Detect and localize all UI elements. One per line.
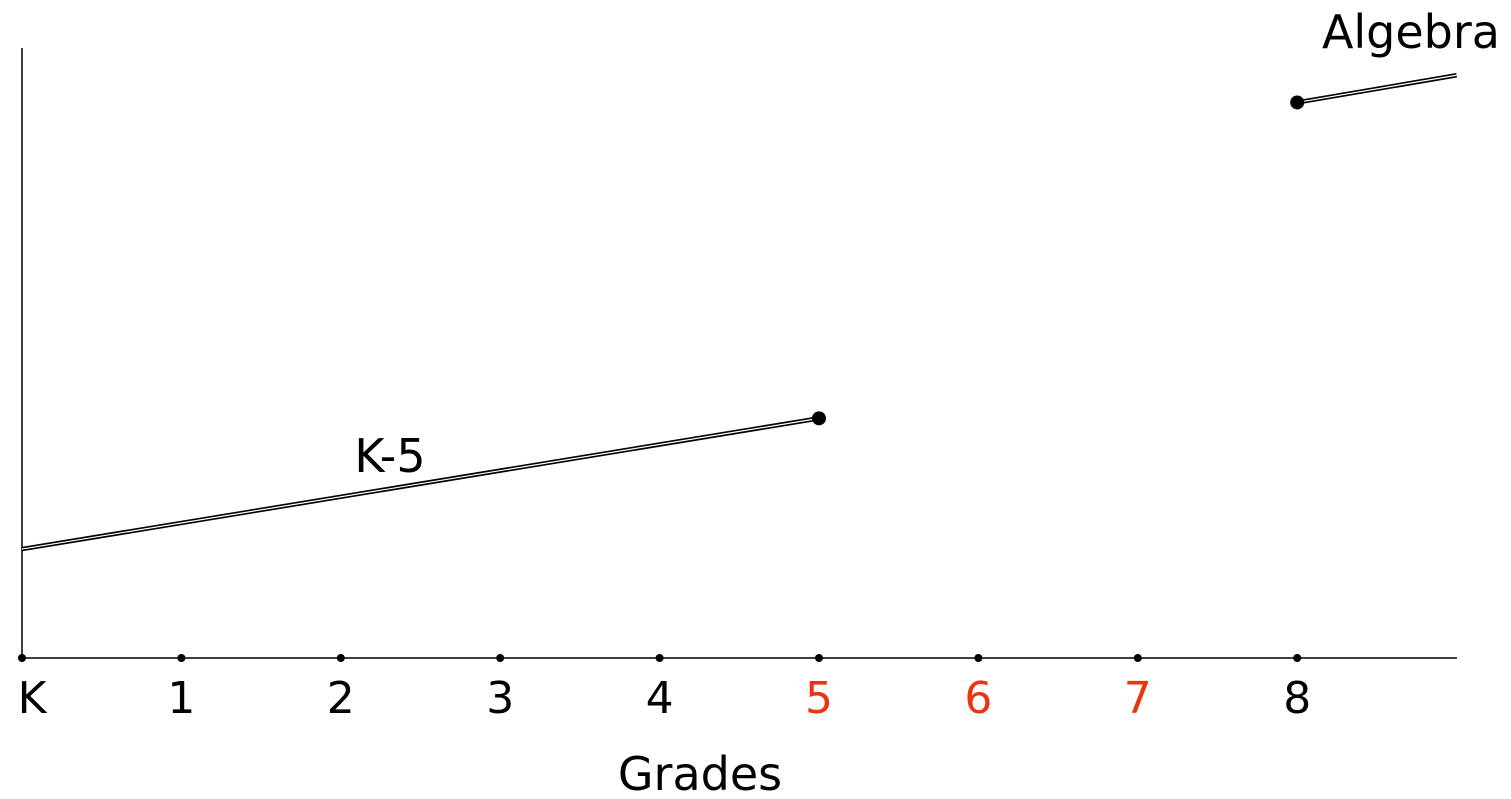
x-tick-mark	[815, 654, 823, 662]
x-tick-label: 2	[327, 673, 355, 724]
x-tick-label: 6	[964, 673, 992, 724]
x-tick-label: 5	[805, 673, 833, 724]
series-segments: K-5 Algebra	[21, 5, 1500, 552]
series-label: K-5	[354, 429, 425, 483]
x-tick-mark	[18, 654, 26, 662]
x-tick-mark	[655, 654, 664, 662]
x-tick-mark	[336, 654, 345, 662]
x-tick-label: 4	[646, 673, 674, 724]
series-line-inner	[21, 417, 820, 550]
x-tick-label: 8	[1283, 673, 1311, 724]
series-label: Algebra	[1322, 5, 1500, 59]
x-tick-mark	[496, 654, 505, 662]
x-tick-label: K	[18, 673, 48, 724]
x-axis-title: Grades	[618, 747, 782, 799]
x-tick-mark	[974, 654, 983, 662]
x-tick-mark	[1293, 654, 1302, 662]
x-axis-ticks: K 1 2 3 4 5 6 7 8	[18, 654, 1311, 724]
x-tick-mark	[177, 654, 186, 662]
series-endpoint-dot	[1290, 95, 1305, 110]
x-tick-label: 1	[167, 673, 195, 724]
x-tick-label: 7	[1124, 673, 1152, 724]
series-line-inner	[1297, 74, 1457, 104]
series-endpoint-dot	[812, 411, 826, 426]
x-tick-label: 3	[486, 673, 514, 724]
x-tick-mark	[1133, 654, 1142, 662]
